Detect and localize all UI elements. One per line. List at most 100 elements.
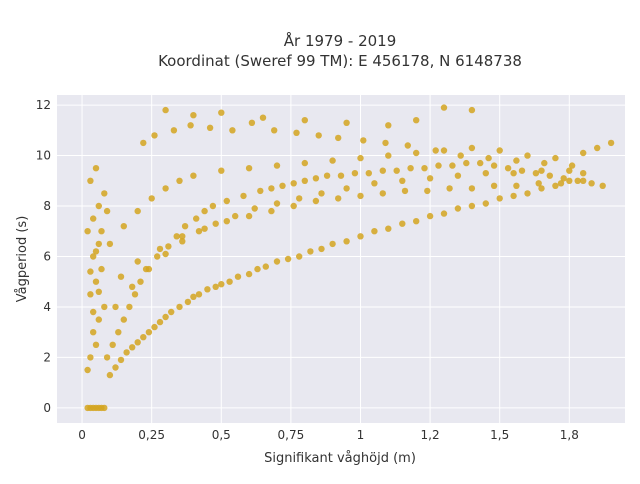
data-point xyxy=(513,157,520,164)
x-tick-label: 1,5 xyxy=(490,428,509,442)
data-point xyxy=(101,190,108,197)
data-point xyxy=(318,245,325,253)
data-point xyxy=(218,109,225,116)
data-point xyxy=(463,159,470,167)
data-point xyxy=(485,154,492,162)
data-point xyxy=(477,159,484,167)
data-point xyxy=(101,404,108,412)
data-point xyxy=(588,180,595,187)
data-point xyxy=(385,122,392,129)
data-point xyxy=(103,354,111,361)
y-tick-label: 0 xyxy=(43,401,51,415)
data-point xyxy=(106,240,114,248)
data-point xyxy=(251,205,258,212)
data-point xyxy=(468,144,476,152)
data-point xyxy=(284,255,292,263)
data-point xyxy=(518,167,526,174)
data-point xyxy=(115,329,122,336)
data-point xyxy=(84,366,91,374)
data-point xyxy=(296,253,303,260)
data-point xyxy=(92,278,100,285)
data-point xyxy=(360,137,367,144)
data-point xyxy=(393,167,400,174)
data-point xyxy=(312,197,320,205)
data-point xyxy=(179,238,186,245)
data-point xyxy=(482,170,489,177)
data-point xyxy=(413,218,420,225)
data-point xyxy=(273,200,281,207)
data-point xyxy=(335,195,342,202)
data-point xyxy=(234,273,242,280)
data-point xyxy=(190,172,197,179)
data-point xyxy=(546,172,553,179)
data-point xyxy=(552,182,559,189)
data-point xyxy=(193,215,200,222)
data-point xyxy=(245,165,253,172)
data-point xyxy=(337,172,345,179)
data-point xyxy=(201,225,208,232)
data-point xyxy=(271,127,278,134)
data-point xyxy=(421,165,428,172)
data-point xyxy=(510,192,517,200)
data-point xyxy=(290,202,297,210)
data-point xyxy=(440,147,448,154)
data-point xyxy=(343,238,350,245)
data-point xyxy=(195,291,203,298)
data-point xyxy=(385,152,392,159)
data-point xyxy=(510,170,517,177)
data-point xyxy=(95,240,103,248)
data-point xyxy=(117,356,125,364)
x-tick-labels: 0 0,25 0,5 0,75 1 1,2 1,5 1,8 xyxy=(78,428,579,442)
data-point xyxy=(273,258,281,265)
data-point xyxy=(212,283,219,290)
data-point xyxy=(279,182,286,189)
data-point xyxy=(212,220,219,227)
data-point xyxy=(580,149,587,157)
data-point xyxy=(357,192,364,200)
data-point xyxy=(574,177,581,184)
data-point xyxy=(142,265,150,273)
data-point xyxy=(190,112,197,119)
data-point xyxy=(151,323,158,331)
x-tick-label: 0,75 xyxy=(278,428,305,442)
data-point xyxy=(273,162,281,169)
data-point xyxy=(126,303,133,311)
x-tick-label: 0 xyxy=(78,428,86,442)
data-point xyxy=(162,313,169,321)
data-point xyxy=(162,106,169,114)
data-point xyxy=(290,180,297,187)
data-point xyxy=(301,159,308,167)
chart-title-line1: År 1979 - 2019 xyxy=(284,31,397,50)
data-point xyxy=(454,172,462,179)
data-point xyxy=(541,159,548,167)
data-point xyxy=(301,177,308,184)
data-point xyxy=(307,248,314,255)
data-point xyxy=(137,278,144,285)
data-point xyxy=(87,354,94,361)
data-point xyxy=(404,142,411,149)
data-point xyxy=(566,167,573,174)
data-point xyxy=(87,268,94,275)
data-point xyxy=(223,197,230,205)
data-point xyxy=(90,253,97,260)
y-tick-label: 2 xyxy=(43,350,51,364)
data-point xyxy=(120,223,128,230)
data-point xyxy=(134,258,141,265)
data-point xyxy=(468,185,476,192)
data-point xyxy=(371,228,378,235)
x-tick-label: 1 xyxy=(357,428,365,442)
data-point xyxy=(90,215,97,222)
data-point xyxy=(218,167,225,174)
data-point xyxy=(329,157,336,164)
data-point xyxy=(206,124,214,131)
data-point xyxy=(580,170,587,177)
y-tick-label: 4 xyxy=(43,300,51,314)
data-point xyxy=(176,177,183,184)
data-point xyxy=(457,152,464,159)
data-point xyxy=(399,220,406,227)
data-point xyxy=(90,308,97,316)
data-point xyxy=(223,218,230,225)
data-point xyxy=(226,278,233,285)
data-point xyxy=(268,207,275,215)
